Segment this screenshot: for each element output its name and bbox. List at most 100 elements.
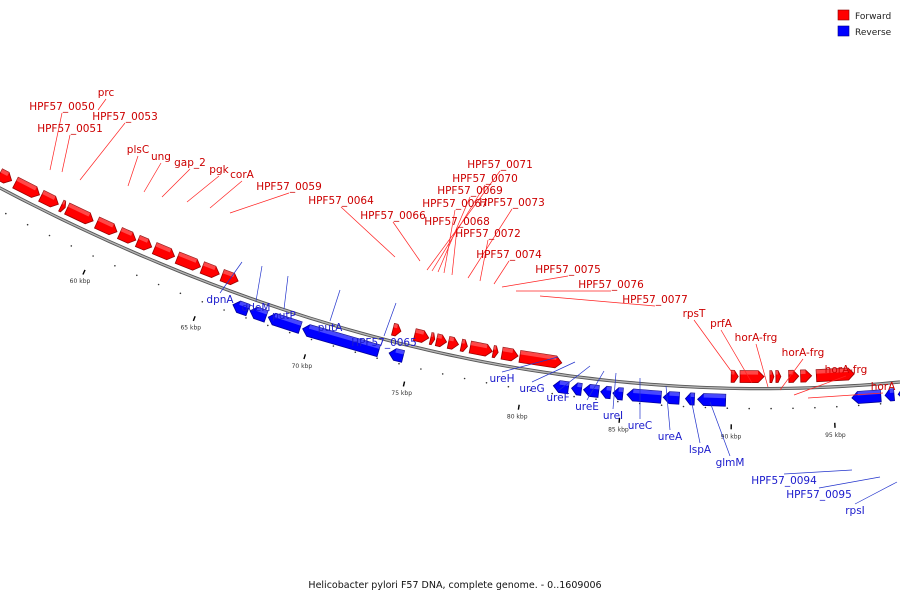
forward-leader-hpf57-0067 xyxy=(443,209,456,274)
reverse-gene-feature-8 xyxy=(600,385,612,400)
forward-gene-feature-0 xyxy=(0,168,13,184)
scale-dot xyxy=(332,345,335,347)
backbone-highlight xyxy=(0,187,900,390)
forward-gene-feature-7 xyxy=(134,234,153,251)
forward-leader-hpf57-0068 xyxy=(451,227,458,276)
gene-label-hora: horA xyxy=(871,381,896,393)
gene-label-ung: ung xyxy=(151,151,171,163)
scale-dot xyxy=(595,398,597,401)
gene-label-hpf57-0053: HPF57_0053 xyxy=(92,111,158,123)
forward-gene-feature-14 xyxy=(428,332,436,346)
gene-label-urei: ureI xyxy=(603,410,623,422)
scale-dot xyxy=(92,255,94,257)
scale-dot xyxy=(48,234,51,237)
gene-label-hpf57-0066: HPF57_0066 xyxy=(360,210,426,222)
forward-leader-plsc xyxy=(127,155,139,187)
forward-gene-feature-16 xyxy=(446,336,460,350)
scale-tick-75 xyxy=(402,381,406,387)
gene-label-hpf57-0073: HPF57_0073 xyxy=(479,197,545,209)
scale-dot xyxy=(792,407,794,410)
scale-dot xyxy=(857,404,860,407)
reverse-gene-feature-5 xyxy=(552,380,570,395)
gene-label-hpf57-0050: HPF57_0050 xyxy=(29,101,95,113)
reverse-leader-dpna xyxy=(219,261,243,294)
scale-label-65: 65 kbp xyxy=(180,324,201,331)
scale-dot xyxy=(288,331,291,334)
forward-gene-feature-15 xyxy=(434,333,448,348)
forward-gene-feature-4 xyxy=(64,202,94,225)
forward-gene-feature-5 xyxy=(93,216,118,236)
reverse-gene-feature-9 xyxy=(612,387,624,401)
reverse-leader-ddem xyxy=(255,265,263,302)
forward-gene-feature-21 xyxy=(518,350,563,369)
reverse-gene-feature-10 xyxy=(626,388,662,404)
forward-gene-feature-23 xyxy=(739,370,765,384)
scale-label-70: 70 kbp xyxy=(292,363,313,370)
scale-dot xyxy=(704,406,707,409)
scale-dot xyxy=(398,362,400,365)
reverse-gene-feature-3 xyxy=(302,324,381,358)
forward-leader-ung xyxy=(143,162,162,193)
gene-features xyxy=(0,168,900,407)
gene-label-hpf57-0064: HPF57_0064 xyxy=(308,195,374,207)
forward-leader-cora xyxy=(209,180,243,209)
forward-gene-feature-1 xyxy=(12,176,40,198)
reverse-gene-feature-11 xyxy=(662,391,681,405)
reverse-gene-feature-2 xyxy=(267,312,303,334)
reverse-gene-feature-15 xyxy=(884,388,895,402)
forward-leader-hora-frg xyxy=(779,358,804,391)
scale-dot xyxy=(136,274,138,277)
forward-leader-hpf57-0075 xyxy=(501,275,569,288)
scale-label-75: 75 kbp xyxy=(391,390,412,397)
scale-dot xyxy=(376,357,378,360)
gene-label-puta: putA xyxy=(318,322,343,334)
reverse-leader-uref xyxy=(557,365,591,392)
forward-leader-hpf57-0059 xyxy=(229,192,290,214)
forward-leader-hora-frg xyxy=(793,375,847,396)
gene-label-hora-frg: horA-frg xyxy=(825,364,868,376)
forward-leader-hpf57-0072 xyxy=(479,239,489,282)
gene-label-hpf57-0059: HPF57_0059 xyxy=(256,181,322,193)
gene-label-hpf57-0068: HPF57_0068 xyxy=(424,216,490,228)
reverse-gene-feature-4 xyxy=(388,348,406,363)
gene-label-hpf57-0076: HPF57_0076 xyxy=(578,279,644,291)
gene-label-hpf57-0067: HPF57_0067 xyxy=(422,198,488,210)
reverse-gene-feature-1 xyxy=(249,306,269,323)
reverse-leader-hpf57-0065 xyxy=(383,302,397,337)
scale-label-85: 85 kbp xyxy=(608,427,629,434)
scale-dot xyxy=(814,406,816,409)
scale-dot xyxy=(485,382,488,384)
gene-label-prc: prc xyxy=(98,87,115,99)
reverse-gene-feature-6 xyxy=(570,382,583,396)
gene-label-hpf57-0072: HPF57_0072 xyxy=(455,228,521,240)
forward-gene-feature-10 xyxy=(199,261,220,278)
gene-label-hpf57-0069: HPF57_0069 xyxy=(437,185,503,197)
scale-dot xyxy=(310,338,313,341)
forward-gene-feature-2 xyxy=(38,189,59,208)
forward-gene-feature-9 xyxy=(174,251,201,271)
forward-leader-hpf57-0069 xyxy=(437,196,471,273)
scale-dot xyxy=(157,283,160,286)
genome-caption: Helicobacter pylori F57 DNA, complete ge… xyxy=(308,580,601,591)
scale-dot xyxy=(223,309,225,311)
legend-forward-label: Forward xyxy=(855,12,891,22)
gene-label-hpf57-0077: HPF57_0077 xyxy=(622,294,688,306)
forward-leader-hpf57-0077 xyxy=(539,295,656,307)
gene-label-ureh: ureH xyxy=(489,373,514,385)
gene-label-hpf57-0094: HPF57_0094 xyxy=(751,475,817,487)
gene-label-urea: ureA xyxy=(658,431,683,443)
forward-gene-feature-8 xyxy=(151,242,176,261)
forward-leader-hpf57-0053 xyxy=(79,122,126,181)
scale-dot xyxy=(420,368,422,370)
forward-gene-feature-3 xyxy=(58,199,67,213)
forward-leader-hpf57-0064 xyxy=(340,206,396,258)
reverse-leader-rpsi xyxy=(854,481,898,505)
forward-leader-hpf57-0074 xyxy=(493,260,510,285)
scale-dot xyxy=(26,223,29,226)
reverse-gene-feature-13 xyxy=(697,393,727,407)
forward-gene-feature-17 xyxy=(459,338,468,353)
gene-label-hpf57-0070: HPF57_0070 xyxy=(452,173,518,185)
scale-dot xyxy=(267,324,269,327)
forward-leader-hpf57-0070 xyxy=(431,184,486,272)
